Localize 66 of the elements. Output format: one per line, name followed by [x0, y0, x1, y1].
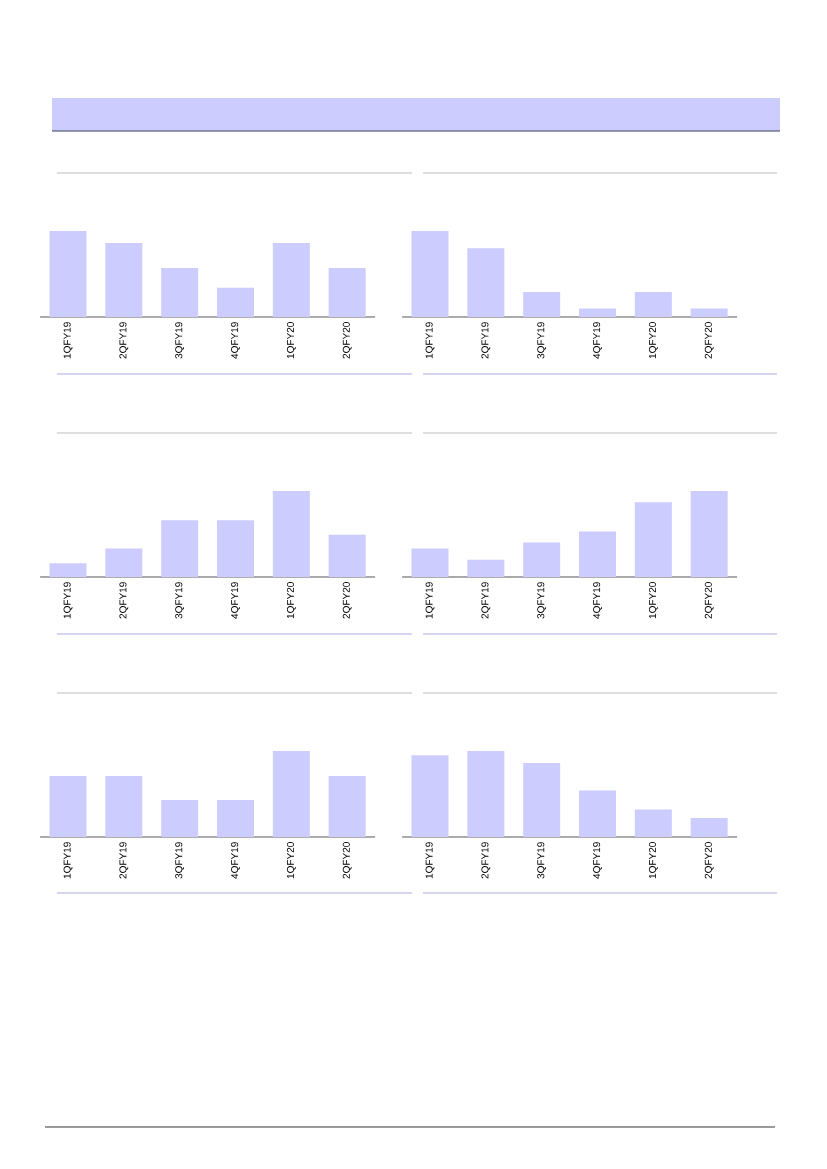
x-tick-label: 1QFY19	[425, 842, 435, 879]
x-tick-label: 3QFY19	[537, 842, 547, 879]
bar	[328, 534, 366, 577]
bar	[523, 763, 561, 837]
bar	[272, 490, 310, 577]
x-tick-label: 2QFY20	[704, 322, 714, 359]
bar	[105, 243, 143, 317]
x-tick-label: 2QFY20	[704, 842, 714, 879]
x-tick-label: 1QFY19	[63, 582, 73, 619]
x-tick-label: 3QFY19	[537, 582, 547, 619]
bar	[411, 230, 449, 317]
x-tick-label: 2QFY19	[481, 322, 491, 359]
bar	[690, 308, 728, 317]
x-tick-label: 3QFY19	[175, 322, 185, 359]
bar	[411, 755, 449, 837]
bar	[690, 490, 728, 577]
x-tick-label: 2QFY20	[342, 842, 352, 879]
x-tick-label: 2QFY19	[119, 842, 129, 879]
bar	[272, 243, 310, 317]
bar	[690, 818, 728, 837]
bar	[523, 542, 561, 577]
bar	[634, 292, 672, 317]
bar	[467, 559, 505, 577]
x-tick-label: 2QFY20	[704, 582, 714, 619]
x-tick-label: 1QFY20	[286, 322, 296, 359]
bar	[579, 531, 617, 577]
bar	[467, 248, 505, 317]
bar	[523, 292, 561, 317]
x-tick-label: 1QFY20	[286, 842, 296, 879]
bar	[49, 563, 87, 577]
x-tick-label: 4QFY19	[231, 322, 240, 359]
x-tick-label: 2QFY19	[481, 582, 491, 619]
x-tick-label: 2QFY20	[342, 582, 352, 619]
bar	[328, 267, 366, 317]
bar	[105, 548, 143, 577]
bar	[634, 809, 672, 837]
bar	[634, 502, 672, 577]
x-tick-label: 3QFY19	[175, 842, 185, 879]
bar	[161, 267, 199, 317]
x-tick-label: 3QFY19	[537, 322, 547, 359]
bar	[579, 308, 617, 317]
x-tick-label: 1QFY20	[648, 842, 658, 879]
x-tick-label: 2QFY20	[342, 322, 352, 359]
x-tick-label: 1QFY20	[648, 322, 658, 359]
bar	[217, 287, 254, 317]
bar	[161, 520, 199, 577]
bar	[579, 790, 617, 837]
x-tick-label: 1QFY19	[425, 322, 435, 359]
bar	[49, 230, 87, 317]
x-tick-label: 1QFY19	[425, 582, 435, 619]
x-tick-label: 1QFY19	[63, 322, 73, 359]
x-tick-label: 2QFY19	[119, 322, 129, 359]
x-tick-label: 4QFY19	[593, 842, 602, 879]
x-tick-label: 2QFY19	[119, 582, 129, 619]
x-tick-label: 4QFY19	[593, 582, 602, 619]
bar	[411, 548, 449, 577]
x-tick-label: 2QFY19	[481, 842, 491, 879]
x-tick-label: 4QFY19	[593, 322, 602, 359]
x-tick-label: 4QFY19	[231, 842, 240, 879]
bar	[217, 520, 254, 577]
x-tick-label: 1QFY20	[648, 582, 658, 619]
x-tick-label: 1QFY20	[286, 582, 296, 619]
x-tick-label: 1QFY19	[63, 842, 73, 879]
x-tick-label: 4QFY19	[231, 582, 240, 619]
bar	[467, 750, 505, 837]
x-tick-label: 3QFY19	[175, 582, 185, 619]
